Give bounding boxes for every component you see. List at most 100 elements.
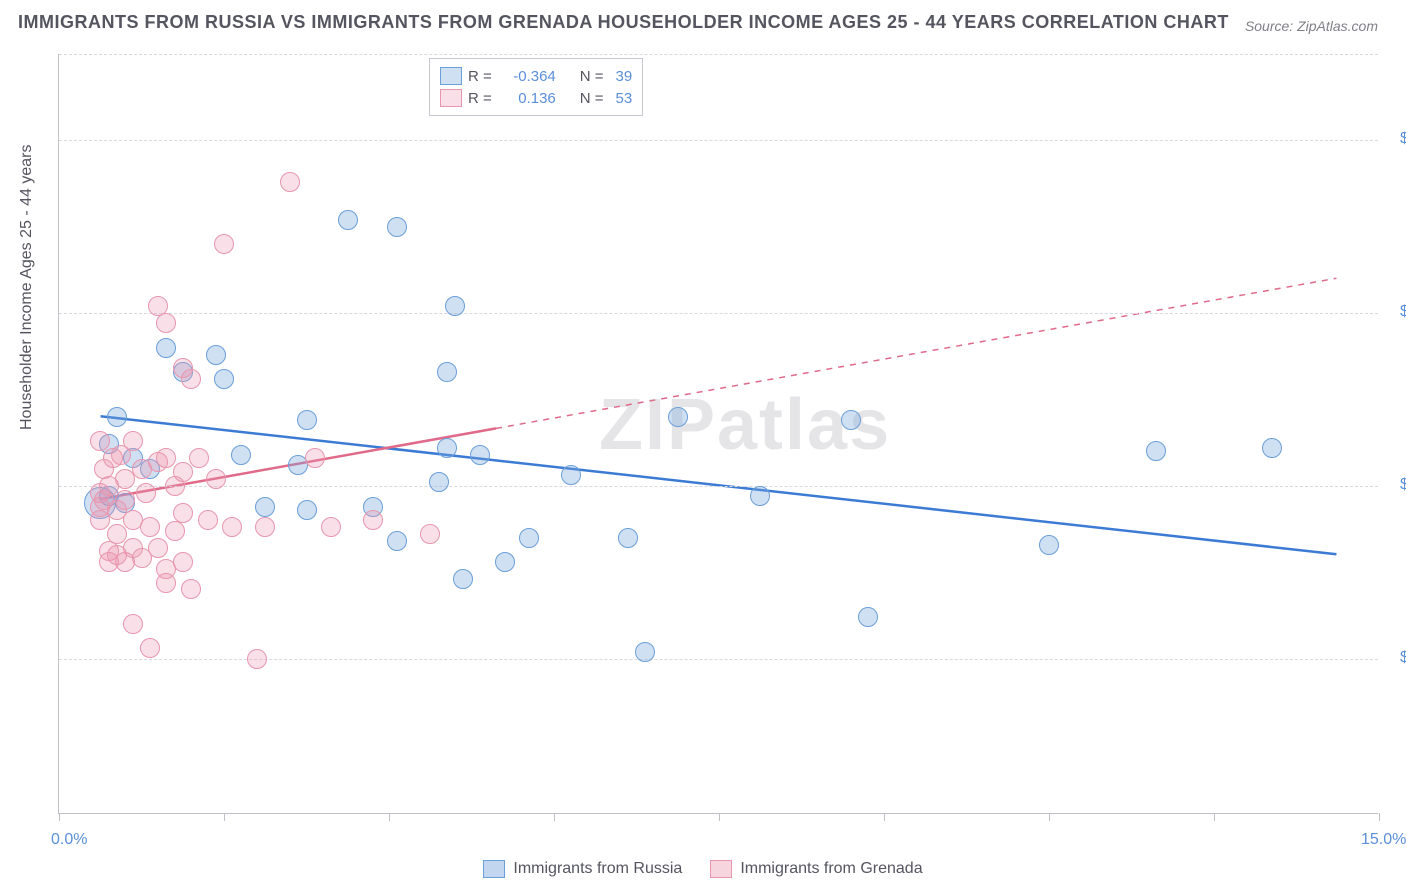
data-point-grenada [123, 614, 143, 634]
x-tick-label-left: 0.0% [51, 831, 87, 849]
data-point-grenada [156, 573, 176, 593]
legend-item-russia: Immigrants from Russia [483, 860, 682, 878]
y-tick-label: $100,000 [1390, 476, 1405, 494]
data-point-russia [429, 472, 449, 492]
trend-lines-layer [59, 54, 1378, 813]
data-point-grenada [173, 503, 193, 523]
x-tick [554, 813, 555, 821]
legend-N-label: N = [580, 68, 604, 85]
data-point-grenada [420, 524, 440, 544]
grid-line [59, 140, 1378, 141]
data-point-russia [1039, 535, 1059, 555]
x-tick [389, 813, 390, 821]
data-point-russia [206, 345, 226, 365]
data-point-grenada [90, 431, 110, 451]
legend-N-value: 39 [610, 68, 633, 85]
data-point-russia [297, 500, 317, 520]
data-point-russia [1262, 438, 1282, 458]
data-point-russia [387, 531, 407, 551]
chart-title: IMMIGRANTS FROM RUSSIA VS IMMIGRANTS FRO… [18, 12, 1229, 33]
data-point-russia [437, 362, 457, 382]
data-point-russia [156, 338, 176, 358]
data-point-russia [668, 407, 688, 427]
legend-label-grenada: Immigrants from Grenada [740, 860, 922, 878]
data-point-russia [495, 552, 515, 572]
data-point-grenada [115, 490, 135, 510]
data-point-grenada [189, 448, 209, 468]
legend-item-grenada: Immigrants from Grenada [710, 860, 922, 878]
data-point-grenada [156, 313, 176, 333]
data-point-russia [387, 217, 407, 237]
trend-line-grenada-extrapolated [496, 278, 1336, 428]
data-point-grenada [173, 552, 193, 572]
x-tick [59, 813, 60, 821]
chart-plot-area: ZIPatlas R =-0.364N =39R =0.136N =53 $50… [58, 54, 1378, 814]
data-point-grenada [165, 521, 185, 541]
x-tick [224, 813, 225, 821]
data-point-grenada [173, 462, 193, 482]
legend-N-value: 53 [610, 90, 633, 107]
legend-R-label: R = [468, 68, 492, 85]
data-point-russia [470, 445, 490, 465]
source-label: Source: ZipAtlas.com [1245, 18, 1378, 34]
data-point-russia [445, 296, 465, 316]
data-point-russia [841, 410, 861, 430]
grid-line [59, 313, 1378, 314]
data-point-grenada [321, 517, 341, 537]
data-point-grenada [305, 448, 325, 468]
data-point-russia [255, 497, 275, 517]
x-tick-label-right: 15.0% [1361, 831, 1406, 849]
data-point-russia [231, 445, 251, 465]
data-point-russia [1146, 441, 1166, 461]
data-point-grenada [280, 172, 300, 192]
data-point-russia [750, 486, 770, 506]
legend-swatch [440, 67, 462, 85]
x-tick [1049, 813, 1050, 821]
correlation-legend: R = -0.364 N = 39 R = 0.136 N = 53 [429, 58, 643, 116]
legend-N-label: N = [580, 90, 604, 107]
data-point-grenada [206, 469, 226, 489]
data-point-russia [437, 438, 457, 458]
grid-line [59, 486, 1378, 487]
x-tick [1379, 813, 1380, 821]
data-point-russia [453, 569, 473, 589]
legend-swatch-blue [483, 860, 505, 878]
data-point-grenada [148, 538, 168, 558]
data-point-russia [107, 407, 127, 427]
x-tick [1214, 813, 1215, 821]
data-point-grenada [156, 448, 176, 468]
legend-R-value: -0.364 [498, 68, 556, 85]
legend-R-label: R = [468, 90, 492, 107]
data-point-russia [618, 528, 638, 548]
data-point-grenada [140, 638, 160, 658]
data-point-grenada [181, 579, 201, 599]
legend-correlation-row: R = -0.364 N = 39 [440, 65, 632, 87]
data-point-grenada [198, 510, 218, 530]
data-point-russia [214, 369, 234, 389]
legend-label-russia: Immigrants from Russia [513, 860, 682, 878]
data-point-grenada [107, 524, 127, 544]
data-point-grenada [255, 517, 275, 537]
data-point-grenada [123, 431, 143, 451]
legend-swatch [440, 89, 462, 107]
legend-R-value: 0.136 [498, 90, 556, 107]
x-tick [884, 813, 885, 821]
grid-line [59, 54, 1378, 55]
series-legend: Immigrants from Russia Immigrants from G… [0, 860, 1406, 878]
data-point-russia [561, 465, 581, 485]
data-point-grenada [140, 517, 160, 537]
data-point-grenada [247, 649, 267, 669]
data-point-grenada [222, 517, 242, 537]
x-tick [719, 813, 720, 821]
data-point-grenada [181, 369, 201, 389]
data-point-grenada [136, 483, 156, 503]
data-point-russia [635, 642, 655, 662]
y-tick-label: $200,000 [1390, 130, 1405, 148]
y-tick-label: $50,000 [1390, 649, 1405, 667]
data-point-russia [519, 528, 539, 548]
y-axis-label: Householder Income Ages 25 - 44 years [18, 145, 36, 431]
data-point-russia [858, 607, 878, 627]
data-point-grenada [214, 234, 234, 254]
data-point-russia [297, 410, 317, 430]
data-point-grenada [363, 510, 383, 530]
